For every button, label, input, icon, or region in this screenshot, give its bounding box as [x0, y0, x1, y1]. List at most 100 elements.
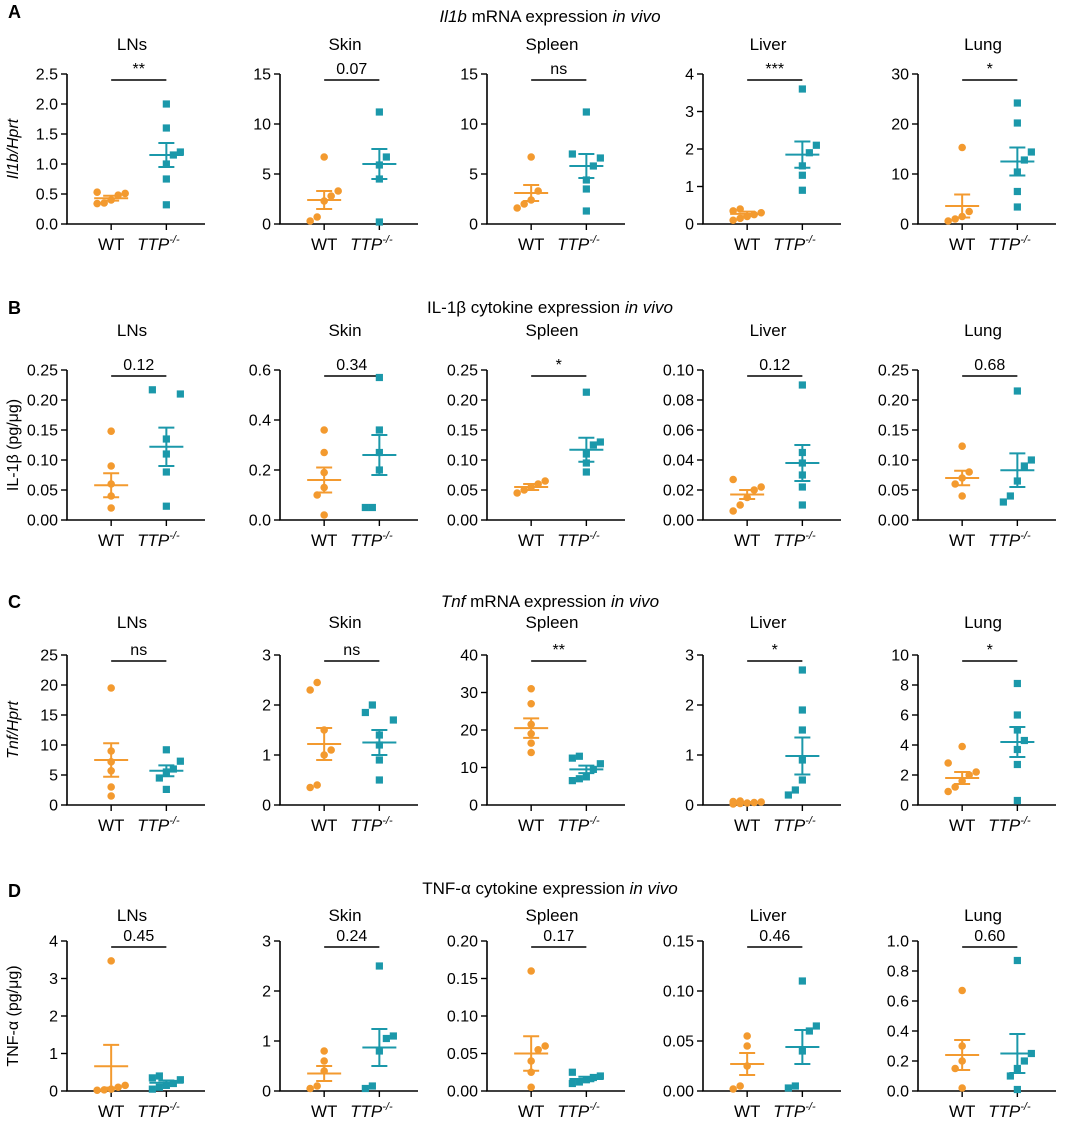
chart-panel-D-skin: Skin 0 1 2 3 WT TTP-/- 0.24: [262, 906, 418, 1121]
y-tick-label: 0: [469, 217, 478, 234]
panel-title: Spleen: [526, 35, 579, 54]
ttp-point: [148, 386, 156, 394]
significance-label: 0.24: [336, 928, 367, 945]
y-tick-label: 0.06: [663, 423, 694, 440]
ttp-point: [169, 765, 177, 773]
x-tick-label-wt: WT: [98, 816, 124, 835]
wt-point: [944, 217, 952, 225]
y-tick-label: 10: [891, 167, 909, 184]
panel-title: Skin: [328, 906, 361, 925]
panel-title: Lung: [964, 613, 1002, 632]
y-tick-label: 5: [49, 768, 58, 785]
series-wt: [513, 153, 549, 212]
y-tick-label: 10: [40, 738, 58, 755]
series-ttp: [149, 100, 184, 209]
series-ttp: [568, 1068, 604, 1088]
y-tick-label: 0.10: [663, 984, 694, 1001]
y-tick-label: 0.15: [27, 423, 58, 440]
wt-point: [320, 511, 328, 519]
x-tick-label-ttp: TTP-/-: [137, 815, 180, 835]
y-tick-label: 0: [900, 798, 909, 815]
y-tick-label: 15: [40, 708, 58, 725]
significance-label: **: [133, 61, 145, 78]
wt-point: [93, 199, 101, 208]
y-tick-label: 0.6: [249, 363, 271, 380]
series-wt: [94, 684, 129, 800]
ttp-point: [1006, 1072, 1014, 1080]
y-tick-label: 4: [900, 738, 909, 755]
ttp-point: [798, 977, 806, 985]
y-tick-label: 0: [49, 798, 58, 815]
wt-point: [757, 483, 765, 491]
chart-panel-C-spleen: Spleen 0 10 20 30 40 WT TTP-/- **: [460, 613, 625, 835]
series-ttp: [361, 701, 397, 784]
ttp-point: [162, 124, 170, 132]
series-wt: [93, 957, 129, 1095]
ttp-point: [798, 186, 806, 194]
ttp-point: [791, 1082, 799, 1090]
wt-point: [313, 678, 321, 687]
ttp-point: [389, 1032, 397, 1040]
series-wt: [944, 742, 980, 796]
panel-title: Lung: [964, 35, 1002, 54]
ttp-point: [368, 503, 376, 512]
ttp-point: [1027, 148, 1035, 156]
ttp-point: [596, 154, 604, 162]
y-tick-label: 0.08: [663, 393, 694, 410]
y-tick-label: 20: [891, 117, 909, 134]
y-tick-label: 0.10: [878, 453, 909, 470]
significance-label: 0.07: [336, 61, 367, 78]
chart-panel-A-lung: Lung 0 10 20 30 WT TTP-/- *: [891, 35, 1056, 254]
ttp-point: [361, 503, 369, 512]
ttp-point: [575, 752, 583, 760]
ttp-point: [375, 426, 383, 434]
ttp-point: [375, 108, 383, 116]
wt-point: [743, 1032, 751, 1040]
label-part: Tnf/Hprt: [5, 701, 22, 759]
ttp-point: [1013, 203, 1021, 211]
y-tick-label: 0: [900, 217, 909, 234]
x-tick-label-ttp: TTP-/-: [557, 1101, 600, 1121]
panel-letter-C: C: [8, 592, 21, 612]
wt-point: [107, 427, 115, 436]
ttp-point: [155, 1083, 163, 1091]
y-tick-label: 0.4: [249, 413, 271, 430]
ttp-point: [368, 1082, 376, 1090]
y-tick-label: 2: [262, 984, 271, 1001]
y-tick-label: 3: [49, 971, 58, 988]
wt-point: [527, 699, 535, 708]
ttp-point: [155, 774, 163, 782]
x-tick-label-wt: WT: [311, 531, 337, 550]
y-tick-label: 10: [460, 117, 478, 134]
series-ttp: [999, 387, 1035, 506]
ttp-point: [798, 381, 806, 389]
y-tick-label: 0.25: [878, 363, 909, 380]
wt-point: [334, 187, 342, 195]
panel-title: Liver: [750, 613, 787, 632]
ttp-point: [798, 171, 806, 179]
ttp-point: [375, 776, 383, 784]
wt-point: [729, 1085, 737, 1093]
panel-title: Lung: [964, 321, 1002, 340]
panel-title: LNs: [117, 906, 147, 925]
ttp-point: [798, 483, 806, 491]
y-axis-label-C: Tnf/Hprt: [5, 701, 22, 759]
ttp-point: [162, 468, 170, 476]
series-wt: [94, 427, 129, 512]
y-tick-label: 1: [49, 1046, 58, 1063]
x-tick-label-ttp: TTP-/-: [773, 530, 816, 550]
chart-panel-B-lns: LNs 0.00 0.05 0.10 0.15 0.20 0.25 WT TTP-/- 0.12: [27, 321, 205, 550]
significance-label: *: [556, 357, 562, 374]
x-tick-label-wt: WT: [949, 1102, 975, 1121]
wt-point: [121, 189, 129, 198]
wt-point: [541, 477, 549, 485]
chart-panel-B-lung: Lung 0.00 0.05 0.10 0.15 0.20 0.25 WT TTP-/- 0.68: [878, 321, 1056, 550]
ttp-point: [382, 1034, 390, 1043]
significance-label: ns: [550, 61, 567, 78]
y-tick-label: 0.04: [663, 453, 694, 470]
x-tick-label-wt: WT: [518, 816, 544, 835]
y-tick-label: 3: [685, 648, 694, 665]
series-wt: [307, 426, 342, 519]
ttp-point: [1027, 456, 1035, 464]
wt-point: [951, 1064, 959, 1073]
